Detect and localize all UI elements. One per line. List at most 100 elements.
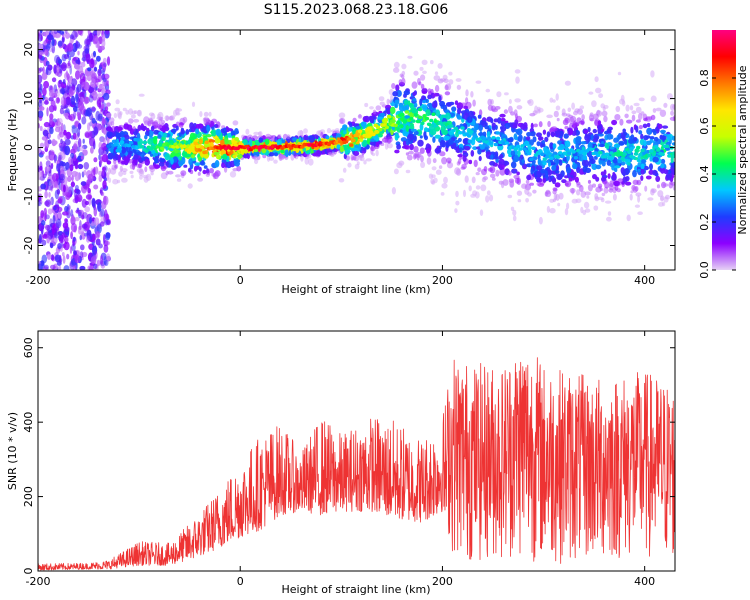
spectral-blob <box>516 177 521 185</box>
spectral-blob <box>576 183 582 188</box>
ridge-core <box>618 152 623 156</box>
spectral-blob <box>445 112 451 120</box>
spectral-blob <box>645 175 652 180</box>
colorbar-tick-label: 0.2 <box>698 213 711 231</box>
noise-blob <box>100 208 105 217</box>
spectral-blob <box>111 139 117 144</box>
noise-blob <box>106 80 109 87</box>
ridge-core <box>647 153 652 158</box>
spectral-blob <box>308 135 316 143</box>
ridge-core <box>195 144 200 149</box>
spectral-blob <box>552 189 557 195</box>
spectral-blob <box>583 160 590 167</box>
spectral-blob <box>651 128 656 133</box>
spectral-blob <box>582 165 588 173</box>
spectral-blob <box>432 136 436 143</box>
spectrogram-y-label: Frequency (Hz) <box>6 109 19 192</box>
spectral-blob <box>420 74 426 81</box>
noise-blob <box>48 180 54 187</box>
noise-blob <box>43 207 47 217</box>
noise-blob <box>104 240 111 246</box>
noise-blob <box>64 135 68 141</box>
noise-blob <box>104 260 109 266</box>
spectral-blob <box>426 157 432 165</box>
spectral-blob <box>400 137 407 142</box>
spectral-blob <box>490 105 496 112</box>
y-tick-label: 10 <box>22 92 35 106</box>
spectral-blob <box>568 128 574 135</box>
spectral-blob <box>600 103 605 109</box>
spectral-blob <box>222 153 228 160</box>
noise-blob <box>90 81 93 87</box>
spectral-blob <box>504 92 509 96</box>
noise-blob <box>38 146 42 154</box>
noise-blob <box>63 241 70 251</box>
noise-blob <box>93 157 98 163</box>
spectral-blob <box>630 190 634 194</box>
spectral-blob <box>362 116 368 122</box>
spectral-blob <box>404 146 411 150</box>
ridge-core <box>651 152 656 156</box>
spectral-blob <box>338 112 346 119</box>
spectral-blob <box>559 143 565 150</box>
spectral-blob <box>530 167 534 175</box>
ridge-core <box>160 146 165 151</box>
noise-blob <box>101 103 105 109</box>
noise-blob <box>89 32 93 42</box>
spectral-blob <box>342 167 347 173</box>
spectral-blob <box>575 144 579 149</box>
spectral-blob <box>137 109 143 117</box>
ridge-core <box>420 121 425 126</box>
spectral-blob <box>672 184 675 191</box>
spectral-blob <box>432 158 437 164</box>
spectral-blob <box>421 59 428 65</box>
noise-blob <box>38 263 43 270</box>
spectral-blob <box>527 144 532 151</box>
noise-blob <box>63 225 70 232</box>
spectral-blob <box>304 136 309 141</box>
ridge-core <box>640 148 645 153</box>
ridge-core <box>544 155 550 159</box>
noise-blob <box>90 146 94 154</box>
ridge-core <box>564 147 570 152</box>
noise-blob <box>55 97 60 104</box>
spectral-blob <box>478 155 482 162</box>
spectral-blob <box>536 141 541 147</box>
spectral-blob <box>512 215 517 222</box>
spectral-blob <box>115 99 120 105</box>
spectral-blob <box>461 163 467 170</box>
spectral-blob <box>594 76 599 83</box>
ridge-core <box>157 142 163 147</box>
ridge-core <box>429 118 434 123</box>
spectral-blob <box>203 117 210 121</box>
x-tick-label: 400 <box>634 274 655 287</box>
ridge-core <box>193 141 198 146</box>
spectral-blob <box>478 124 483 132</box>
noise-blob <box>77 163 84 170</box>
noise-blob <box>53 30 58 35</box>
spectral-blob <box>580 141 587 145</box>
spectral-blob <box>440 125 446 133</box>
spectral-blob <box>548 161 551 167</box>
spectral-blob <box>125 109 130 115</box>
noise-blob <box>102 57 107 64</box>
ridge-core <box>540 152 545 156</box>
ridge-core <box>547 151 552 156</box>
noise-blob <box>73 250 77 256</box>
spectral-blob <box>507 170 512 176</box>
noise-blob <box>76 207 80 213</box>
ridge-core <box>449 124 454 128</box>
noise-blob <box>39 125 43 131</box>
ridge-core <box>469 130 474 134</box>
spectral-blob <box>457 107 462 115</box>
spectral-blob <box>411 81 418 89</box>
spectral-blob <box>564 126 569 130</box>
spectral-blob <box>573 110 578 116</box>
spectral-blob <box>479 209 484 216</box>
spectral-blob <box>154 157 158 164</box>
noise-blob <box>78 70 85 76</box>
spectral-blob <box>420 161 426 168</box>
noise-blob <box>98 170 103 176</box>
spectrogram-panel: -200 0 200 400 -20 -10 0 10 20 Height of straig… <box>6 29 676 296</box>
spectral-blob <box>529 182 534 186</box>
